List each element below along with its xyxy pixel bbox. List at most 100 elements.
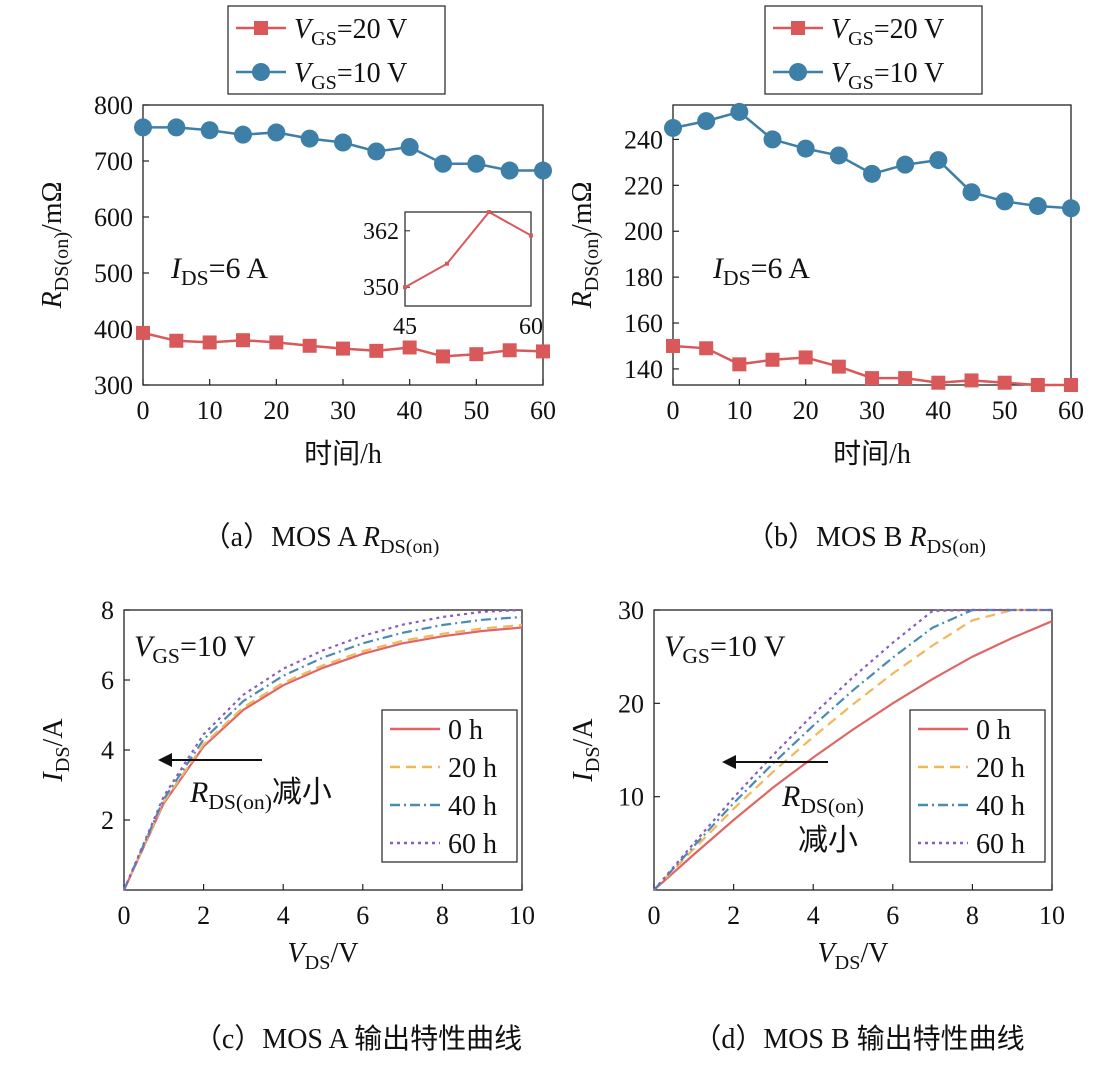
inset-point — [487, 210, 491, 214]
plot-frame — [672, 104, 1072, 386]
data-point — [534, 161, 552, 180]
x-tick-label: 0 — [118, 901, 131, 930]
x-tick-label: 60 — [1058, 396, 1084, 425]
x-tick-label: 0 — [648, 901, 661, 930]
caption: （a）MOS A RDS(on) — [203, 521, 440, 558]
data-point — [469, 347, 484, 362]
data-point — [929, 151, 948, 170]
chart-b: 0 10 20 30 40 50 60 140 160 180 200 220 240 时间/h RDS(o… — [567, 5, 1084, 558]
x-axis-label: VDS/V — [818, 938, 889, 974]
legend-label: VGS=20 V — [294, 14, 407, 50]
arrow-head — [722, 755, 736, 769]
series-0-h — [653, 620, 1053, 891]
inset-y-tick-label: 362 — [363, 219, 399, 245]
series-V-GS-20-V — [666, 338, 1078, 392]
data-point — [367, 142, 386, 161]
data-point — [995, 192, 1014, 211]
data-point — [898, 371, 913, 386]
caption: （b）MOS B RDS(on) — [746, 521, 986, 558]
y-tick-label: 140 — [624, 355, 663, 384]
data-point — [336, 341, 350, 356]
series-line — [123, 626, 523, 891]
x-tick-label: 0 — [667, 396, 680, 425]
y-tick-label: 400 — [94, 315, 133, 344]
legend-box — [909, 709, 1046, 863]
data-point — [863, 164, 881, 183]
y-tick-label: 600 — [94, 203, 133, 232]
data-point — [1062, 199, 1080, 218]
data-point — [697, 112, 716, 131]
data-point — [467, 154, 486, 173]
data-point — [369, 343, 384, 358]
data-point — [865, 371, 879, 386]
annotation-vgs: VGS=10 V — [664, 630, 786, 668]
legend-label: 40 h — [448, 791, 497, 822]
inset-point — [445, 261, 449, 266]
data-point — [1064, 378, 1078, 392]
y-tick-label: 8 — [101, 596, 114, 625]
data-point — [267, 123, 286, 142]
legend-marker — [252, 63, 270, 81]
data-point — [169, 333, 184, 348]
data-point — [831, 359, 846, 374]
series-line — [653, 608, 1052, 891]
legend-label: 20 h — [448, 753, 497, 784]
y-axis-label: IDS/A — [568, 718, 604, 783]
series-V-GS-20-V — [136, 325, 550, 364]
annotation-ids: IDS=6 A — [170, 252, 268, 290]
legend-label: VGS=10 V — [831, 58, 944, 94]
data-point — [434, 154, 452, 173]
x-tick-label: 10 — [509, 901, 535, 930]
y-tick-label: 160 — [624, 309, 663, 338]
x-tick-label: 10 — [726, 396, 752, 425]
inset-x-tick-label: 45 — [393, 314, 417, 340]
data-point — [200, 121, 219, 140]
y-tick-label: 6 — [101, 666, 114, 695]
x-tick-label: 4 — [807, 901, 820, 930]
data-point — [896, 155, 915, 174]
data-point — [962, 183, 981, 202]
chart-c: 0 2 4 6 8 10 2 4 6 8 VDS/V IDS/A （c）MOS A 输出特性曲线 0 h 2… — [38, 596, 535, 1055]
data-point — [136, 325, 150, 340]
y-tick-label: 240 — [624, 125, 663, 154]
y-tick-label: 180 — [624, 263, 663, 292]
arrow-label: RDS(on)减小 — [189, 776, 332, 814]
y-tick-label: 200 — [624, 217, 663, 246]
data-point — [167, 118, 186, 137]
series-60-h — [653, 608, 1052, 891]
data-point — [798, 350, 813, 365]
arrow-label: RDS(on) — [781, 780, 864, 818]
data-point — [765, 352, 780, 367]
arrow-label-2: 减小 — [798, 824, 858, 857]
x-tick-label: 2 — [197, 901, 210, 930]
data-point — [964, 373, 979, 388]
data-point — [732, 357, 747, 372]
legend-label: 60 h — [448, 829, 497, 860]
legend-box — [381, 709, 518, 863]
series-line — [122, 623, 523, 891]
y-tick-label: 800 — [94, 91, 133, 120]
legend: VGS=20 V VGS=10 V — [764, 5, 983, 95]
legend-marker — [254, 21, 268, 35]
legend: 0 h 20 h 40 h 60 h — [381, 709, 518, 863]
inset-x-tick-label: 60 — [519, 314, 543, 340]
legend: 0 h 20 h 40 h 60 h — [909, 709, 1046, 863]
series-line — [653, 608, 1052, 891]
series-V-GS-10-V — [134, 118, 552, 180]
legend-label: 20 h — [976, 753, 1025, 784]
x-tick-label: 40 — [397, 396, 423, 425]
inset-point — [529, 233, 533, 238]
annotation-ids: IDS=6 A — [712, 252, 810, 290]
chart-a: 0 10 20 30 40 50 60 300 400 500 600 700 800 时间/h RDS(o… — [37, 5, 556, 558]
data-point — [763, 130, 782, 149]
data-point — [269, 335, 284, 350]
x-axis-label: 时间/h — [304, 438, 382, 470]
x-tick-label: 50 — [463, 396, 489, 425]
legend: VGS=20 V VGS=10 V — [227, 5, 446, 95]
caption: （d）MOS B 输出特性曲线 — [693, 1023, 1024, 1055]
arrow-head — [158, 753, 172, 767]
y-tick-label: 10 — [618, 783, 644, 812]
y-axis-label: IDS/A — [38, 718, 74, 783]
series-20-h — [122, 623, 523, 891]
data-point — [300, 129, 319, 148]
